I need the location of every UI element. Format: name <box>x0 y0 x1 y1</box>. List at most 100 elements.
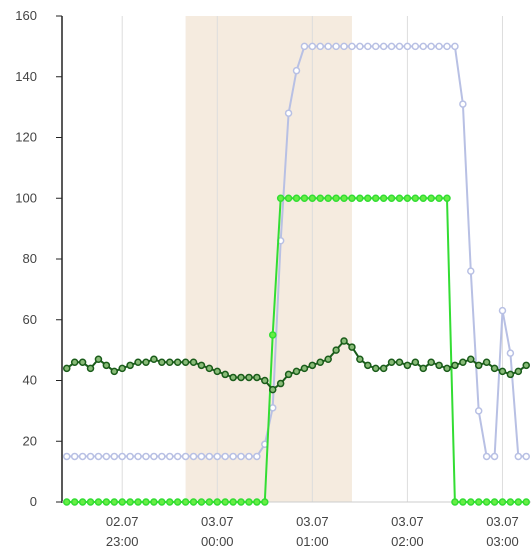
series-1-point <box>245 498 253 506</box>
series-0-point <box>498 306 507 315</box>
series-0-point <box>134 452 142 461</box>
series-0-point <box>403 42 412 51</box>
series-2-point <box>292 367 301 376</box>
series-2-point <box>245 373 253 382</box>
series-0-point <box>158 452 166 461</box>
series-2-point <box>181 358 190 367</box>
series-0-point <box>173 452 182 461</box>
series-2-point <box>474 361 483 370</box>
y-tick-label: 40 <box>23 373 37 388</box>
series-0-point <box>292 66 301 75</box>
series-2-point <box>300 364 309 373</box>
series-1-point <box>229 498 237 506</box>
series-1-point <box>134 498 142 506</box>
series-1-point <box>181 498 190 506</box>
series-1-point <box>387 194 396 202</box>
series-0-point <box>514 452 523 461</box>
series-1-point <box>316 194 325 202</box>
y-tick-label: 120 <box>15 130 37 145</box>
series-0-point <box>70 452 79 461</box>
series-1-point <box>332 194 340 202</box>
series-0-point <box>371 42 380 51</box>
series-1-point <box>522 498 530 506</box>
series-1-point <box>474 498 483 506</box>
series-1-point <box>364 194 372 202</box>
series-2-point <box>229 373 237 382</box>
series-1-point <box>70 498 79 506</box>
series-2-point <box>332 346 340 354</box>
series-0 <box>63 42 530 461</box>
series-1-point <box>451 498 459 506</box>
series-2-point <box>110 367 119 376</box>
y-tick-label: 0 <box>30 494 37 509</box>
x-tick-label-time: 03:00 <box>486 534 519 548</box>
series-2-point <box>165 358 174 367</box>
series-2-point <box>86 364 95 373</box>
series-2-point <box>268 385 277 394</box>
series-2-point <box>197 361 206 370</box>
y-tick-label: 140 <box>15 69 37 84</box>
series-2-point <box>498 367 507 376</box>
series-1-point <box>395 194 404 202</box>
series-2-point <box>150 355 158 363</box>
y-tick-label: 20 <box>23 433 37 448</box>
series-1-point <box>189 498 198 506</box>
y-tick-label: 100 <box>15 190 37 205</box>
series-2-point <box>451 361 459 370</box>
series-2-point <box>514 367 523 376</box>
series-2-point <box>221 370 229 379</box>
series-2-point <box>490 364 499 373</box>
series-0-point <box>102 452 111 461</box>
y-tick-label: 80 <box>23 251 37 266</box>
series-1-point <box>467 498 475 506</box>
series-0-point <box>506 349 515 357</box>
series-1-point <box>118 498 126 506</box>
series-2-point <box>284 370 293 379</box>
series-1-point <box>340 194 348 202</box>
series-2-point <box>158 358 166 367</box>
series-0-point <box>78 452 87 461</box>
series-0-point <box>395 42 404 51</box>
series-1-point <box>253 498 261 506</box>
series-0-point <box>197 452 206 461</box>
series-1-point <box>158 498 166 506</box>
series-0-point <box>490 452 499 461</box>
series-2-point <box>253 373 261 382</box>
series-0-point <box>451 42 459 51</box>
series-2-point <box>395 358 404 367</box>
series-0-point <box>300 42 309 51</box>
series-1-point <box>308 194 317 202</box>
x-tick-label-date: 02.07 <box>106 514 139 529</box>
y-tick-label: 60 <box>23 312 37 327</box>
series-2-point <box>324 355 332 363</box>
series-1-point <box>173 498 182 506</box>
series-1-point <box>371 194 380 202</box>
x-tick-label-date: 03.07 <box>391 514 424 529</box>
series-1-point <box>261 498 269 506</box>
series-2-point <box>482 358 491 367</box>
series-0-point <box>150 452 158 461</box>
series-1-point <box>78 498 87 506</box>
series-0-point <box>118 452 126 461</box>
x-tick-labels: 02.07 23:00 03.07 00:00 03.07 01:00 03.07 02:00… <box>106 514 519 548</box>
x-tick-label-date: 03.07 <box>201 514 234 529</box>
series-1-point <box>506 498 515 506</box>
series-2-point <box>205 364 214 373</box>
series-1-point <box>356 194 364 202</box>
series-2-point <box>427 358 435 367</box>
series-2-point <box>261 376 269 385</box>
series-2-point <box>348 343 356 351</box>
series-1-point <box>514 498 523 506</box>
series-2-point <box>237 373 245 382</box>
series-2-point <box>213 367 222 376</box>
series-1-point <box>276 194 285 202</box>
series-1-point <box>102 498 111 506</box>
series-1-point <box>379 194 388 202</box>
series-1-point <box>150 498 158 506</box>
series-0-point <box>522 452 530 461</box>
series-0-point <box>142 452 150 461</box>
series-0-point <box>181 452 190 461</box>
series-2-point <box>316 358 325 367</box>
series-0-point <box>253 452 261 461</box>
